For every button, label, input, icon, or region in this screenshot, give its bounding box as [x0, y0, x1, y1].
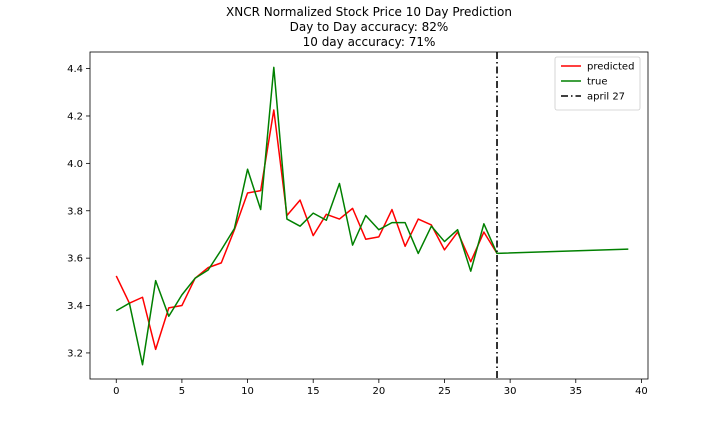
y-tick-label: 4.4	[67, 64, 83, 75]
x-axis: 0 5 10 15 20 25 30 35 40	[113, 379, 648, 397]
x-tick-label: 20	[372, 386, 385, 397]
y-tick-label: 4.0	[67, 159, 83, 170]
chart-title: XNCR Normalized Stock Price 10 Day Predi…	[226, 5, 512, 49]
legend: predicted true april 27	[554, 56, 641, 111]
x-tick-label: 30	[504, 386, 517, 397]
x-tick-label: 0	[113, 386, 119, 397]
y-tick-label: 3.6	[67, 254, 83, 265]
title-line-3: 10 day accuracy: 71%	[303, 35, 436, 49]
legend-label-april-27: april 27	[587, 92, 625, 103]
series-lines	[115, 66, 629, 366]
y-axis: 3.2 3.4 3.6 3.8 4.0 4.2 4.4	[67, 64, 90, 359]
y-tick-label: 3.8	[67, 206, 83, 217]
axes-frame	[89, 51, 649, 380]
x-tick-label: 40	[635, 386, 648, 397]
y-tick-label: 3.2	[67, 348, 83, 359]
series-line-true	[115, 66, 629, 366]
series-line-predicted	[115, 109, 498, 351]
x-tick-label: 5	[179, 386, 185, 397]
x-tick-label: 15	[307, 386, 320, 397]
y-tick-label: 3.4	[67, 301, 83, 312]
x-tick-label: 25	[438, 386, 451, 397]
y-tick-label: 4.2	[67, 111, 83, 122]
legend-label-predicted: predicted	[587, 62, 634, 73]
title-line-2: Day to Day accuracy: 82%	[290, 20, 449, 34]
legend-label-true: true	[587, 77, 608, 88]
x-tick-label: 35	[569, 386, 582, 397]
x-tick-label: 10	[241, 386, 254, 397]
title-line-1: XNCR Normalized Stock Price 10 Day Predi…	[226, 5, 512, 19]
